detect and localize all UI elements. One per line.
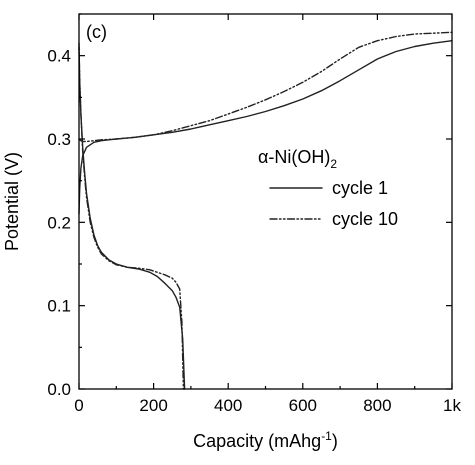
y-tick-label: 0.2 [47, 213, 71, 232]
data-curves [78, 31, 453, 390]
legend: α-Ni(OH)2 cycle 1 cycle 10 [258, 147, 398, 229]
legend-label-cycle-1: cycle 1 [332, 178, 388, 198]
series-line-cycle-10-charge [78, 31, 453, 143]
legend-title-subscript: 2 [330, 157, 337, 171]
y-tick-label: 0.1 [47, 297, 71, 316]
x-axis-title: Capacity (mAhg-1) [193, 429, 338, 451]
series-line-cycle-10-discharge [78, 42, 185, 390]
x-tick-label: 1k [443, 396, 461, 415]
legend-title: α-Ni(OH)2 [258, 147, 337, 171]
panel-label: (c) [86, 22, 107, 42]
y-tick-label: 0.0 [47, 380, 71, 399]
x-axis-title-tail: ) [332, 431, 338, 451]
series-line-cycle-1-discharge [78, 46, 186, 390]
x-tick-label: 200 [139, 396, 167, 415]
legend-title-prefix: α-Ni(OH) [258, 147, 330, 167]
y-tick-label: 0.3 [47, 130, 71, 149]
legend-label-cycle-10: cycle 10 [332, 209, 398, 229]
y-axis-title: Potential (V) [2, 152, 22, 251]
x-axis-title-main: Capacity (mAhg [193, 431, 321, 451]
x-axis-title-superscript: -1 [321, 429, 332, 443]
x-tick-label: 0 [74, 396, 83, 415]
plot-frame [78, 13, 453, 390]
x-tick-label: 600 [289, 396, 317, 415]
series-line-cycle-1-charge [78, 40, 453, 215]
x-tick-label: 400 [214, 396, 242, 415]
x-tick-label: 800 [363, 396, 391, 415]
axis-ticks: 0 200 400 600 800 1k 0.0 0.1 0.2 0.3 0.4 [47, 13, 461, 415]
y-tick-label: 0.4 [47, 47, 71, 66]
